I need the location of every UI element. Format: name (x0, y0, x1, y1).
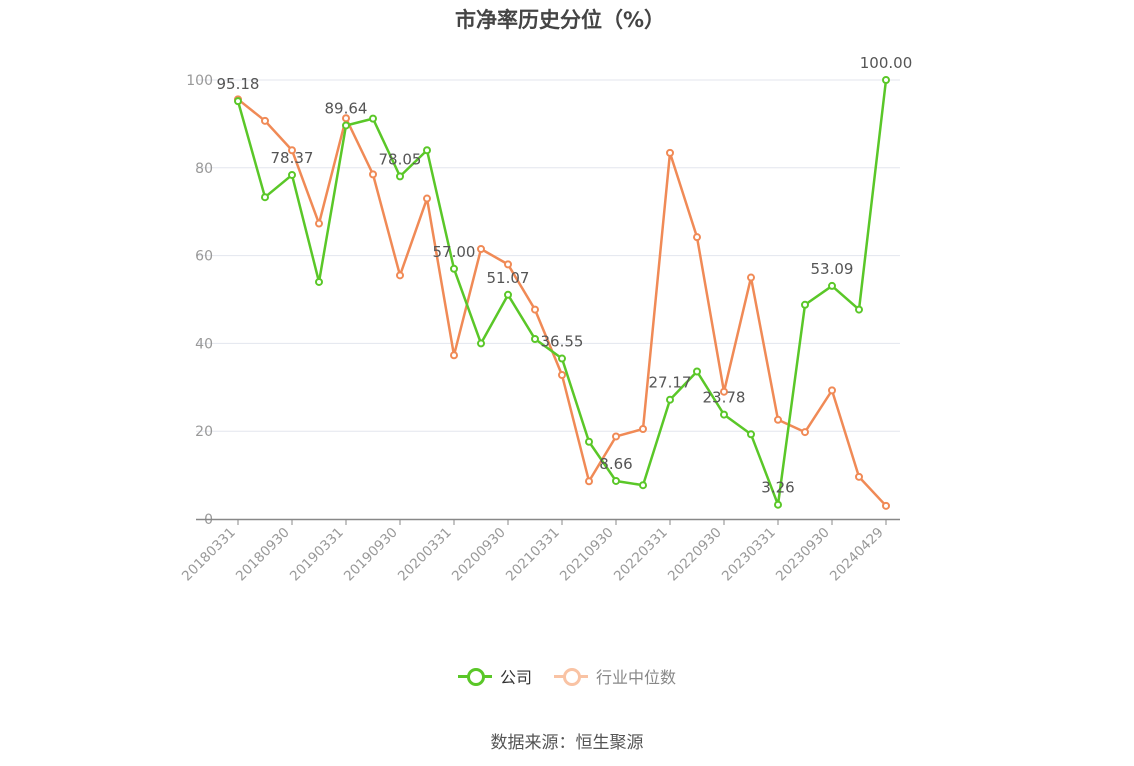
y-tick-label-40: 40 (195, 336, 213, 352)
data-point-industry-median-20200630 (477, 245, 485, 254)
data-label-20180331: 95.18 (217, 75, 260, 93)
x-tick-label-20210331: 20210331 (503, 525, 563, 585)
data-point-industry-median-20180930 (288, 146, 296, 155)
data-point-company-20220930 (720, 410, 728, 419)
legend-label-company: 公司 (499, 668, 532, 687)
data-point-industry-median-20210630 (585, 477, 593, 486)
data-point-company-20211231 (639, 481, 647, 490)
data-point-company-20180630 (261, 193, 269, 202)
data-point-company-20180930 (288, 170, 296, 179)
y-tick-label-80: 80 (195, 161, 213, 177)
data-point-industry-median-20220930 (720, 387, 728, 396)
x-tick-label-20240429: 20240429 (827, 525, 887, 585)
data-label-20220331: 27.17 (649, 374, 692, 392)
y-tick-label-100: 100 (186, 73, 213, 89)
data-point-industry-median-20231231 (855, 472, 863, 481)
data-point-company-20230331 (774, 500, 782, 509)
data-point-company-20201231 (531, 335, 539, 344)
legend-marker-industry-median-icon (554, 666, 588, 686)
data-point-company-20190930 (396, 172, 404, 181)
legend-item-industry-median[interactable]: 行业中位数 (554, 664, 676, 688)
data-point-company-20220630 (693, 367, 701, 376)
x-tick-label-20200331: 20200331 (395, 525, 455, 585)
data-label-20240429: 100.00 (860, 54, 913, 72)
data-point-industry-median-20200331 (450, 351, 458, 360)
data-point-company-20180331 (234, 97, 242, 106)
legend-item-company[interactable]: 公司 (457, 664, 532, 688)
series-line-industry-median (237, 98, 887, 507)
data-point-company-20220331 (666, 395, 674, 404)
data-point-company-20191231 (423, 146, 431, 155)
legend-label-industry-median: 行业中位数 (596, 668, 677, 687)
x-tick-label-20190930: 20190930 (341, 525, 401, 585)
series-lines (234, 76, 890, 510)
data-label-20220930: 23.78 (703, 389, 746, 407)
data-point-company-20240429 (882, 76, 890, 84)
data-point-industry-median-20191231 (423, 194, 431, 203)
data-label-20210930: 8.66 (599, 455, 632, 473)
data-point-industry-median-20220630 (693, 233, 701, 242)
data-label-20200331: 57.00 (433, 243, 476, 261)
data-label-20230930: 53.09 (811, 260, 854, 278)
data-point-company-20200930 (504, 290, 512, 299)
data-point-industry-median-20190930 (396, 271, 404, 280)
chart-title: 市净率历史分位（%） (454, 8, 666, 32)
data-point-industry-median-20210331 (558, 371, 566, 380)
x-tick-label-20190331: 20190331 (287, 525, 347, 585)
data-point-industry-median-20200930 (504, 260, 512, 269)
data-point-industry-median-20201231 (531, 305, 539, 314)
data-point-industry-median-20230930 (828, 386, 836, 395)
data-point-industry-median-20221231 (747, 273, 755, 282)
data-point-industry-median-20220331 (666, 148, 674, 157)
data-point-industry-median-20190331 (342, 114, 350, 123)
series-line-company (236, 79, 888, 506)
line-chart: 0204060801002018033120180930201903312019… (179, 54, 913, 585)
data-label-20230331: 3.26 (761, 479, 794, 497)
data-point-industry-median-20210930 (612, 432, 620, 441)
data-point-company-20190630 (369, 114, 377, 123)
data-point-company-20230630 (801, 300, 809, 309)
x-tick-label-20230331: 20230331 (719, 525, 779, 585)
data-point-company-20210630 (585, 437, 593, 446)
data-label-20180930: 78.37 (271, 149, 314, 167)
legend-marker-company-icon (457, 666, 492, 686)
data-label-20200930: 51.07 (487, 269, 530, 287)
data-point-company-20221231 (747, 430, 755, 439)
x-tick-label-20180331: 20180331 (179, 525, 239, 585)
x-tick-label-20210930: 20210930 (557, 525, 617, 585)
y-tick-label-60: 60 (195, 249, 213, 265)
data-point-industry-median-20230331 (774, 415, 782, 424)
x-tick-label-20220930: 20220930 (665, 525, 725, 585)
data-label-20190930: 78.05 (379, 150, 422, 168)
data-point-company-20200331 (450, 264, 458, 273)
x-tick-label-20200930: 20200930 (449, 525, 509, 585)
data-point-industry-median-20181231 (315, 219, 323, 228)
data-point-company-20181231 (315, 277, 323, 286)
data-point-industry-median-20211231 (639, 425, 647, 434)
x-tick-label-20180930: 20180930 (233, 525, 293, 585)
data-point-company-20200630 (477, 339, 485, 348)
x-tick-label-20230930: 20230930 (773, 525, 833, 585)
source-note: 数据来源：恒生聚源 (490, 733, 644, 753)
data-point-industry-median-20180630 (261, 116, 269, 125)
x-tick-label-20220331: 20220331 (611, 525, 671, 585)
legend: 公司 行业中位数 (0, 664, 1134, 688)
data-point-company-20210331 (558, 354, 566, 363)
y-tick-label-20: 20 (195, 424, 213, 440)
data-point-company-20230930 (828, 281, 836, 290)
data-label-20190331: 89.64 (325, 99, 368, 117)
data-point-company-20190331 (342, 121, 350, 130)
data-labels: 95.18 78.37 89.64 78.05 57.00 51.07 36.55 8.66 2… (217, 54, 913, 497)
data-point-industry-median-20230630 (801, 428, 809, 437)
data-label-20210331: 36.55 (541, 333, 584, 351)
data-point-industry-median-20190630 (369, 170, 377, 179)
data-point-industry-median-20240429 (882, 501, 890, 510)
data-point-company-20210930 (612, 476, 620, 485)
data-point-company-20231231 (855, 305, 863, 314)
